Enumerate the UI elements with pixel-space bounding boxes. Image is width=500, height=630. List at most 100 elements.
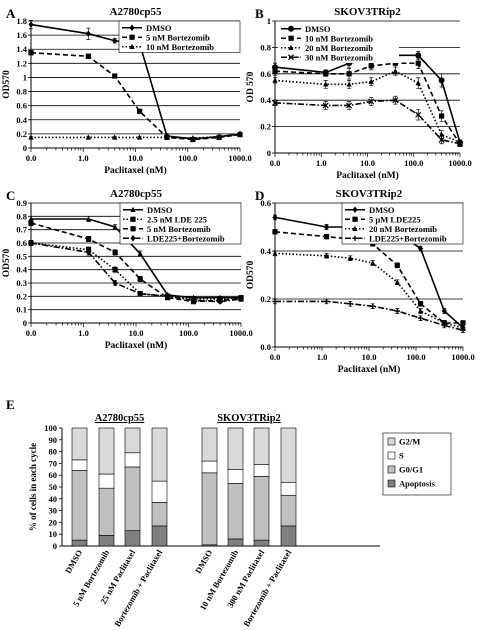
legend-label: DMSO xyxy=(146,23,172,33)
data-point xyxy=(272,68,278,74)
legend-label: 2.5 nM LDE 225 xyxy=(147,214,207,224)
data-point xyxy=(415,80,421,86)
data-point xyxy=(137,290,143,297)
data-point xyxy=(417,245,424,252)
y-tick-label: 0.2 xyxy=(260,122,271,132)
bar-segment xyxy=(71,427,88,461)
x-tick-label: 0.0 xyxy=(26,328,37,338)
panel-letter: C xyxy=(6,188,15,203)
data-point xyxy=(217,298,223,305)
bar-segment xyxy=(280,427,297,483)
data-point xyxy=(368,98,375,105)
data-point xyxy=(370,260,376,266)
y-tick-label: 0.2 xyxy=(16,291,27,301)
x-tick-label: 1.0 xyxy=(316,158,327,168)
bar-segment xyxy=(280,525,297,547)
data-point xyxy=(415,111,422,118)
legend-label: 5 nM Bortezomib xyxy=(147,224,211,234)
bar-segment xyxy=(151,525,168,547)
bar-segment xyxy=(151,502,168,527)
data-point xyxy=(392,60,398,66)
series-3 xyxy=(28,239,244,305)
data-point xyxy=(272,229,278,235)
x-tick-label: 1.0 xyxy=(317,352,328,362)
bar-segment xyxy=(253,539,270,547)
panel-a: A A2780cp55 0 0.2 0.4 0.6 0.8 1 1.2 1.4 1.6 1.8 0.0 1… xyxy=(2,6,252,176)
y-tick-label: 0.4 xyxy=(260,95,271,105)
legend-marker xyxy=(352,235,358,241)
legend: G2/M S G0/G1 Apoptosis xyxy=(382,432,452,496)
x-tick-label: 1.0 xyxy=(78,328,89,338)
data-point xyxy=(392,68,398,74)
bar-segment xyxy=(201,427,218,462)
chart-title: A2780cp55 xyxy=(110,6,162,18)
data-point xyxy=(112,224,118,230)
data-point xyxy=(137,134,143,140)
bar-segment xyxy=(227,427,244,470)
data-point xyxy=(323,223,330,231)
data-point xyxy=(137,108,143,114)
x-tick-label: 100.0 xyxy=(178,153,197,163)
data-point xyxy=(271,99,279,106)
legend-label: 5 nM Bortezomib xyxy=(146,32,210,42)
legend-marker xyxy=(288,35,294,41)
legend-swatch xyxy=(387,465,396,474)
bar-segment xyxy=(98,473,115,489)
series-line xyxy=(274,231,463,324)
legend-label: 10 nM Bortezomib xyxy=(305,33,373,43)
data-point xyxy=(237,131,243,137)
x-tick-label: 10.0 xyxy=(362,352,377,362)
bar-segment xyxy=(151,480,168,503)
x-axis-label: Paclitaxel (nM) xyxy=(338,364,401,375)
y-tick-label: 0.1 xyxy=(16,305,27,315)
bar-segment xyxy=(124,466,141,531)
panel-c: C A2780cp55 0 0.1 0.2 0.3 0.4 0.5 0.6 0.7 0.8 0.9 0.… xyxy=(2,188,253,351)
data-point xyxy=(441,320,447,326)
data-point xyxy=(394,308,400,314)
x-axis-label: Paclitaxel (nM) xyxy=(336,170,399,181)
series-3 xyxy=(271,95,464,147)
y-tick-label: 0 xyxy=(267,148,271,158)
series-3 xyxy=(272,298,466,333)
bar-segment xyxy=(98,535,115,547)
bar-segment xyxy=(227,483,244,540)
series-line xyxy=(274,62,461,145)
data-point xyxy=(323,81,329,87)
series-line xyxy=(30,222,242,303)
data-point xyxy=(112,249,118,255)
y-tick-label: 0.3 xyxy=(16,278,27,288)
series-2 xyxy=(272,66,463,146)
series-line xyxy=(274,252,464,329)
y-tick-label: 1.4 xyxy=(16,44,27,54)
panel-d: D SKOV3TRip2 0.0 0.2 0.4 0.6 0.0 1.0 10.0 100.0 10… xyxy=(246,188,475,375)
legend-marker xyxy=(287,25,294,32)
y-tick-label: 10 xyxy=(49,529,58,539)
y-tick-label: 0.0 xyxy=(260,342,271,352)
bar-segment xyxy=(253,464,270,477)
legend-label: LDE225+Bortezomib xyxy=(147,233,225,243)
y-axis-label: OD570 xyxy=(2,70,12,99)
legend-label: G0/G1 xyxy=(399,465,423,475)
x-tick-label: 1000.0 xyxy=(451,352,474,362)
y-tick-label: 1.2 xyxy=(16,58,27,68)
category-label: DMSO xyxy=(193,548,215,575)
legend-label: DMSO xyxy=(305,24,331,34)
bar-segment xyxy=(280,481,297,496)
series-line xyxy=(274,99,461,145)
data-point xyxy=(323,71,329,77)
y-tick-label: 0 xyxy=(23,143,27,153)
series-line xyxy=(30,242,242,300)
legend-label: S xyxy=(399,451,404,461)
y-tick-label: 1 xyxy=(267,16,271,26)
panel-letter: D xyxy=(255,188,264,203)
x-tick-label: 0.0 xyxy=(270,352,281,362)
y-tick-label: 0.2 xyxy=(16,129,27,139)
y-tick-label: 1 xyxy=(23,72,27,82)
bar-segment xyxy=(124,427,141,454)
data-point xyxy=(441,322,447,328)
data-point xyxy=(438,136,445,143)
y-tick-label: 80 xyxy=(49,447,58,457)
data-point xyxy=(272,214,278,221)
bar-segment xyxy=(151,427,168,482)
legend-label: 5 µM LDE225 xyxy=(369,214,421,224)
